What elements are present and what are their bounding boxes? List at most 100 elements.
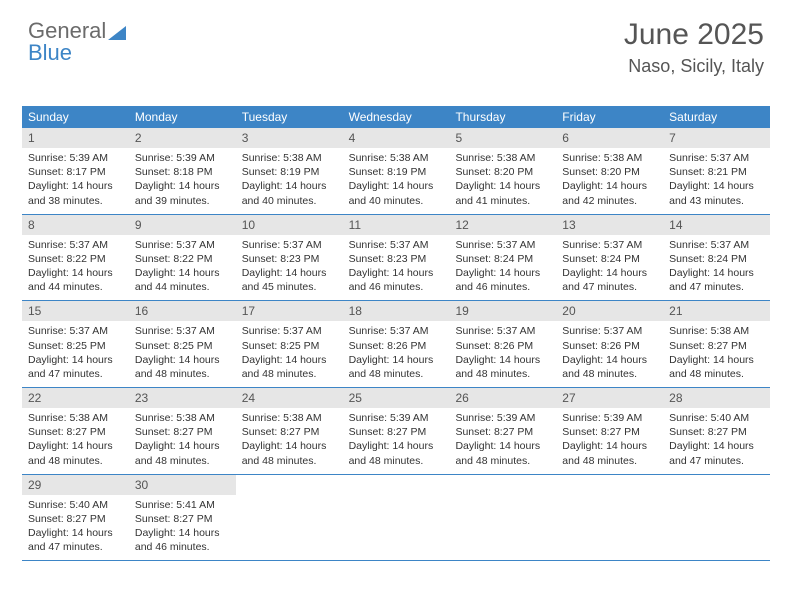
sunrise-line: Sunrise: 5:39 AM	[28, 151, 123, 165]
day-body: Sunrise: 5:37 AMSunset: 8:24 PMDaylight:…	[663, 238, 770, 295]
sunset-line: Sunset: 8:25 PM	[242, 339, 337, 353]
daylight-line: Daylight: 14 hours and 47 minutes.	[669, 439, 764, 467]
day-body: Sunrise: 5:38 AMSunset: 8:20 PMDaylight:…	[449, 151, 556, 208]
week-row: 1Sunrise: 5:39 AMSunset: 8:17 PMDaylight…	[22, 128, 770, 215]
sunrise-line: Sunrise: 5:37 AM	[455, 324, 550, 338]
dow-tuesday: Tuesday	[236, 106, 343, 128]
daylight-line: Daylight: 14 hours and 42 minutes.	[562, 179, 657, 207]
day-body: Sunrise: 5:38 AMSunset: 8:27 PMDaylight:…	[236, 411, 343, 468]
day-cell: 11 Sunrise: 5:37 AMSunset: 8:23 PMDayligh…	[343, 215, 450, 301]
week-row: 29Sunrise: 5:40 AMSunset: 8:27 PMDayligh…	[22, 475, 770, 562]
sunrise-line: Sunrise: 5:38 AM	[135, 411, 230, 425]
sunset-line: Sunset: 8:26 PM	[349, 339, 444, 353]
sunset-line: Sunset: 8:23 PM	[349, 252, 444, 266]
sunrise-line: Sunrise: 5:38 AM	[28, 411, 123, 425]
day-number: 6	[556, 128, 663, 148]
day-body: Sunrise: 5:39 AMSunset: 8:27 PMDaylight:…	[343, 411, 450, 468]
sunset-line: Sunset: 8:25 PM	[135, 339, 230, 353]
sunrise-line: Sunrise: 5:39 AM	[455, 411, 550, 425]
day-body: Sunrise: 5:38 AMSunset: 8:27 PMDaylight:…	[22, 411, 129, 468]
sunset-line: Sunset: 8:27 PM	[28, 425, 123, 439]
sunrise-line: Sunrise: 5:40 AM	[669, 411, 764, 425]
day-body: Sunrise: 5:37 AMSunset: 8:25 PMDaylight:…	[22, 324, 129, 381]
sunrise-line: Sunrise: 5:37 AM	[562, 324, 657, 338]
sunset-line: Sunset: 8:27 PM	[242, 425, 337, 439]
day-number: 26	[449, 388, 556, 408]
day-body: Sunrise: 5:39 AMSunset: 8:17 PMDaylight:…	[22, 151, 129, 208]
sunset-line: Sunset: 8:22 PM	[135, 252, 230, 266]
daylight-line: Daylight: 14 hours and 46 minutes.	[455, 266, 550, 294]
daylight-line: Daylight: 14 hours and 47 minutes.	[28, 353, 123, 381]
day-cell: 9 Sunrise: 5:37 AMSunset: 8:22 PMDaylight…	[129, 215, 236, 301]
daylight-line: Daylight: 14 hours and 48 minutes.	[349, 439, 444, 467]
day-cell: 17Sunrise: 5:37 AMSunset: 8:25 PMDayligh…	[236, 301, 343, 387]
daylight-line: Daylight: 14 hours and 47 minutes.	[562, 266, 657, 294]
sunrise-line: Sunrise: 5:37 AM	[135, 324, 230, 338]
daylight-line: Daylight: 14 hours and 48 minutes.	[135, 439, 230, 467]
day-cell: 21Sunrise: 5:38 AMSunset: 8:27 PMDayligh…	[663, 301, 770, 387]
sunrise-line: Sunrise: 5:37 AM	[242, 238, 337, 252]
week-row: 15Sunrise: 5:37 AMSunset: 8:25 PMDayligh…	[22, 301, 770, 388]
day-cell: 20Sunrise: 5:37 AMSunset: 8:26 PMDayligh…	[556, 301, 663, 387]
sunset-line: Sunset: 8:26 PM	[455, 339, 550, 353]
sunset-line: Sunset: 8:27 PM	[135, 425, 230, 439]
sunrise-line: Sunrise: 5:40 AM	[28, 498, 123, 512]
sunset-line: Sunset: 8:27 PM	[562, 425, 657, 439]
sunset-line: Sunset: 8:25 PM	[28, 339, 123, 353]
day-cell: 6Sunrise: 5:38 AMSunset: 8:20 PMDaylight…	[556, 128, 663, 214]
daylight-line: Daylight: 14 hours and 48 minutes.	[562, 353, 657, 381]
sunset-line: Sunset: 8:27 PM	[455, 425, 550, 439]
dow-thursday: Thursday	[449, 106, 556, 128]
day-number: 4	[343, 128, 450, 148]
day-body: Sunrise: 5:38 AMSunset: 8:19 PMDaylight:…	[343, 151, 450, 208]
empty-cell	[449, 475, 556, 561]
daylight-line: Daylight: 14 hours and 48 minutes.	[28, 439, 123, 467]
day-number: 3	[236, 128, 343, 148]
day-body: Sunrise: 5:37 AMSunset: 8:25 PMDaylight:…	[236, 324, 343, 381]
daylight-line: Daylight: 14 hours and 40 minutes.	[349, 179, 444, 207]
sunset-line: Sunset: 8:26 PM	[562, 339, 657, 353]
day-body: Sunrise: 5:39 AMSunset: 8:27 PMDaylight:…	[556, 411, 663, 468]
day-body: Sunrise: 5:37 AMSunset: 8:21 PMDaylight:…	[663, 151, 770, 208]
daylight-line: Daylight: 14 hours and 46 minutes.	[135, 526, 230, 554]
day-number: 10	[236, 215, 343, 235]
day-number: 9	[129, 215, 236, 235]
daylight-line: Daylight: 14 hours and 44 minutes.	[28, 266, 123, 294]
empty-cell	[343, 475, 450, 561]
day-number: 12	[449, 215, 556, 235]
day-body: Sunrise: 5:37 AMSunset: 8:23 PMDaylight:…	[343, 238, 450, 295]
day-number: 21	[663, 301, 770, 321]
daylight-line: Daylight: 14 hours and 48 minutes.	[242, 353, 337, 381]
sunset-line: Sunset: 8:20 PM	[455, 165, 550, 179]
sunset-line: Sunset: 8:18 PM	[135, 165, 230, 179]
logo: General Blue	[28, 20, 128, 64]
day-body: Sunrise: 5:41 AMSunset: 8:27 PMDaylight:…	[129, 498, 236, 555]
day-cell: 29Sunrise: 5:40 AMSunset: 8:27 PMDayligh…	[22, 475, 129, 561]
sunset-line: Sunset: 8:17 PM	[28, 165, 123, 179]
day-number: 22	[22, 388, 129, 408]
day-number: 11	[343, 215, 450, 235]
day-cell: 18Sunrise: 5:37 AMSunset: 8:26 PMDayligh…	[343, 301, 450, 387]
week-row: 8Sunrise: 5:37 AMSunset: 8:22 PMDaylight…	[22, 215, 770, 302]
daylight-line: Daylight: 14 hours and 48 minutes.	[135, 353, 230, 381]
dow-sunday: Sunday	[22, 106, 129, 128]
daylight-line: Daylight: 14 hours and 48 minutes.	[669, 353, 764, 381]
dow-friday: Friday	[556, 106, 663, 128]
day-cell: 19Sunrise: 5:37 AMSunset: 8:26 PMDayligh…	[449, 301, 556, 387]
day-number: 18	[343, 301, 450, 321]
day-cell: 22 Sunrise: 5:38 AMSunset: 8:27 PMDayligh…	[22, 388, 129, 474]
day-cell: 16Sunrise: 5:37 AMSunset: 8:25 PMDayligh…	[129, 301, 236, 387]
day-number: 27	[556, 388, 663, 408]
empty-cell	[663, 475, 770, 561]
day-cell: 12Sunrise: 5:37 AMSunset: 8:24 PMDayligh…	[449, 215, 556, 301]
logo-text-2: Blue	[28, 40, 72, 65]
day-number: 19	[449, 301, 556, 321]
sunrise-line: Sunrise: 5:37 AM	[28, 324, 123, 338]
week-row: 22Sunrise: 5:38 AMSunset: 8:27 PMDayligh…	[22, 388, 770, 475]
sunrise-line: Sunrise: 5:37 AM	[349, 324, 444, 338]
sunrise-line: Sunrise: 5:38 AM	[562, 151, 657, 165]
day-body: Sunrise: 5:37 AMSunset: 8:22 PMDaylight:…	[129, 238, 236, 295]
day-number: 5	[449, 128, 556, 148]
day-cell: 5 Sunrise: 5:38 AMSunset: 8:20 PMDaylight…	[449, 128, 556, 214]
logo-sail-icon	[108, 24, 128, 40]
